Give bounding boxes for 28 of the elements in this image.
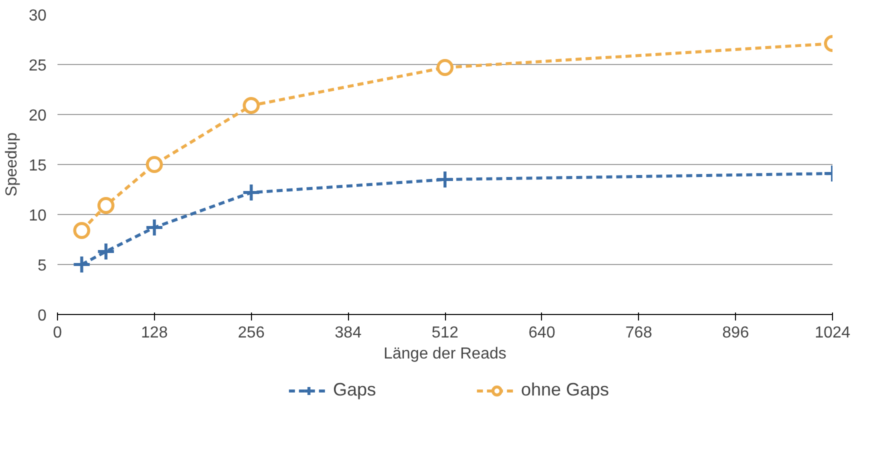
x-tick-label: 1024 bbox=[814, 324, 850, 342]
point bbox=[97, 197, 114, 214]
x-tick-label: 512 bbox=[432, 324, 458, 342]
x-tick-label: 256 bbox=[238, 324, 265, 342]
x-tick-label: 640 bbox=[528, 324, 556, 342]
x-tick-label: 128 bbox=[141, 324, 168, 342]
x-axis-title: Länge der Reads bbox=[384, 346, 506, 362]
point bbox=[73, 222, 90, 239]
point bbox=[242, 183, 261, 202]
y-tick-label: 5 bbox=[38, 258, 47, 274]
y-tick-label: 20 bbox=[28, 108, 47, 124]
x-tick-label: 384 bbox=[334, 324, 362, 342]
x-tick-label: 768 bbox=[625, 324, 652, 342]
legend-label: Gaps bbox=[332, 380, 376, 400]
y-tick-label: 15 bbox=[28, 158, 47, 174]
y-tick-label: 0 bbox=[38, 308, 47, 324]
point bbox=[146, 156, 163, 173]
x-tick-label: 0 bbox=[53, 324, 62, 342]
y-tick-label: 30 bbox=[28, 8, 47, 24]
point bbox=[144, 218, 164, 237]
point bbox=[96, 242, 116, 261]
legend-label: ohne Gaps bbox=[520, 380, 610, 400]
y-tick-label: 25 bbox=[28, 58, 47, 74]
y-tick-label: 10 bbox=[28, 208, 47, 224]
point bbox=[72, 255, 92, 274]
y-axis-title: Speedup bbox=[4, 132, 21, 197]
x-tick-label: 896 bbox=[722, 324, 750, 342]
point bbox=[242, 97, 260, 114]
